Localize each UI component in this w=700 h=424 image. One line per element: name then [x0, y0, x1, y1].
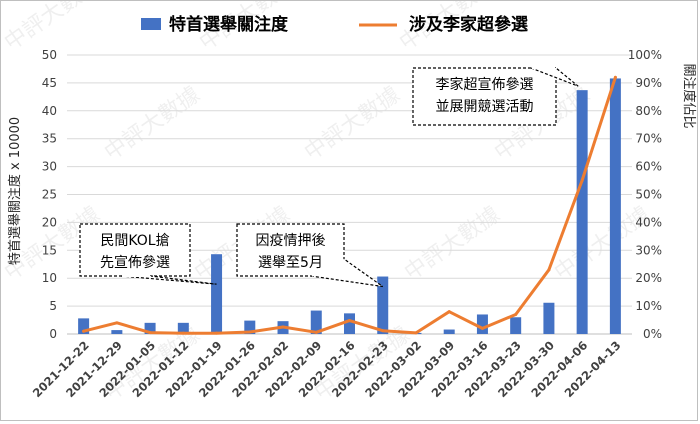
y-left-tick-label: 30	[42, 160, 57, 174]
y-right-tick-label: 100%	[628, 48, 662, 62]
left-axis-ticks: 0 5 10 15 20 25 30 35 40 45 50	[42, 48, 57, 341]
callout-pointer-mask	[311, 258, 344, 277]
line-point	[281, 325, 285, 329]
y-left-tick-label: 45	[42, 76, 57, 90]
line-point	[514, 312, 518, 316]
line-point	[381, 329, 385, 333]
bar	[576, 90, 588, 335]
callout-text-line: 選舉至5月	[258, 254, 323, 271]
bar	[476, 314, 488, 334]
bar	[78, 318, 90, 334]
y-right-tick-label: 30%	[635, 243, 662, 257]
y-left-tick-label: 5	[49, 299, 57, 313]
watermark-text: 中評大數據	[100, 82, 204, 166]
line-point	[447, 310, 451, 314]
y-left-tick-label: 15	[42, 243, 57, 257]
legend-bar-label: 特首選舉關注度	[169, 14, 289, 35]
y-left-tick-label: 40	[42, 104, 57, 118]
y-right-tick-label: 20%	[635, 271, 662, 285]
bar	[510, 317, 522, 334]
watermark-text: 中評大數據	[300, 82, 404, 166]
bar-series	[78, 78, 621, 335]
line-point	[181, 331, 185, 335]
line-point	[215, 331, 219, 335]
callout-text-line: 李家超宣佈參選	[436, 76, 534, 93]
callout-text-line: 因疫情押後	[256, 233, 326, 249]
watermark-text: 中評大數據	[400, 202, 504, 286]
y-right-tick-label: 50%	[635, 188, 662, 202]
callout-box	[412, 67, 557, 126]
bar	[310, 310, 322, 334]
line-point	[547, 268, 551, 272]
line-point	[414, 331, 418, 335]
y-right-tick-label: 90%	[635, 76, 662, 90]
legend: 特首選舉關注度 涉及李家超參選	[141, 14, 528, 35]
bar	[144, 322, 156, 334]
legend-bar-swatch	[141, 18, 161, 30]
bar	[111, 330, 123, 334]
y-right-axis-title: 關注度佔比	[681, 63, 697, 128]
line-point	[115, 321, 119, 325]
bar	[377, 276, 389, 334]
right-axis-ticks: 0% 10% 20% 30% 40% 50% 60% 70% 80% 90% 100%	[628, 48, 662, 341]
bar	[244, 320, 256, 334]
bar	[543, 302, 555, 334]
y-right-tick-label: 80%	[635, 104, 662, 118]
y-left-tick-label: 0	[49, 327, 57, 341]
y-left-tick-label: 10	[42, 271, 57, 285]
y-right-tick-label: 0%	[643, 327, 662, 341]
callout-text-line: 先宣佈參選	[100, 254, 170, 271]
y-right-tick-label: 40%	[635, 215, 662, 229]
line-point	[480, 326, 484, 330]
y-left-axis-title: 特首選舉關注度 x 10000	[7, 117, 23, 265]
y-right-tick-label: 60%	[635, 160, 662, 174]
line-point	[314, 330, 318, 334]
callout-pointer	[310, 258, 384, 288]
line-point	[82, 329, 86, 333]
y-left-tick-label: 50	[42, 48, 57, 62]
callout-pointer	[120, 275, 217, 285]
bar	[609, 78, 621, 334]
bar	[443, 329, 455, 334]
line-point	[580, 179, 584, 183]
y-left-tick-label: 25	[42, 188, 57, 202]
legend-line-label: 涉及李家超參選	[409, 14, 528, 35]
callout-text-line: 並展開競選活動	[436, 99, 534, 115]
y-right-tick-label: 10%	[635, 299, 662, 313]
x-tick-label: 2021-12-22	[30, 338, 92, 400]
callout-text-line: 民間KOL搶	[100, 232, 169, 249]
line-point	[613, 75, 617, 79]
y-right-tick-label: 70%	[635, 132, 662, 146]
line-point	[248, 330, 252, 334]
bar	[177, 322, 189, 334]
bar	[211, 254, 223, 334]
axis-titles: 特首選舉關注度 x 10000 關注度佔比	[7, 63, 697, 265]
line-point	[348, 319, 351, 323]
bar	[344, 313, 355, 334]
line-series	[82, 75, 617, 335]
callout-pointer	[530, 67, 579, 87]
line-point	[148, 331, 152, 335]
y-left-tick-label: 20	[42, 215, 57, 229]
y-left-tick-label: 35	[42, 132, 57, 146]
